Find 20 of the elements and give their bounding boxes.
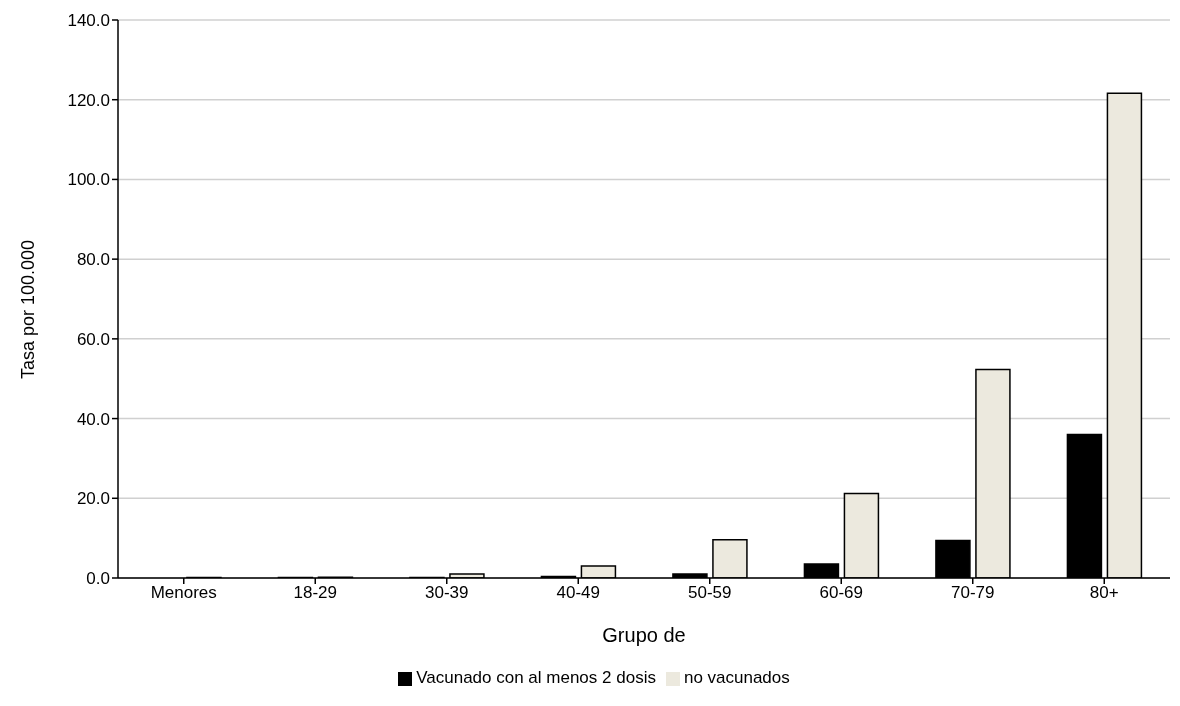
x-tick-label: 60-69 xyxy=(819,583,863,603)
x-tick-label: 70-79 xyxy=(951,583,995,603)
y-tick-label: 40.0 xyxy=(76,409,110,429)
x-tick-label: 80+ xyxy=(1089,583,1119,603)
y-tick-label: 140.0 xyxy=(67,11,110,31)
legend-label: no vacunados xyxy=(683,668,790,687)
y-tick-label: 60.0 xyxy=(76,329,110,349)
x-tick-label: 18-29 xyxy=(293,583,337,603)
x-tick-label: 50-59 xyxy=(688,583,732,603)
legend-label: Vacunado con al menos 2 dosis xyxy=(416,668,656,687)
x-tick-label: Menores xyxy=(150,583,217,603)
x-axis-title: Grupo de xyxy=(602,624,686,647)
y-tick-label: 80.0 xyxy=(76,250,110,270)
y-tick-label: 100.0 xyxy=(67,170,110,190)
y-tick-label: 20.0 xyxy=(76,489,110,509)
x-tick-label: 30-39 xyxy=(425,583,469,603)
y-tick-label: 0.0 xyxy=(86,569,110,589)
y-tick-label: 120.0 xyxy=(67,90,110,110)
x-tick-label: 40-49 xyxy=(556,583,600,603)
y-axis-title: Tasa por 100.000 xyxy=(18,239,39,379)
